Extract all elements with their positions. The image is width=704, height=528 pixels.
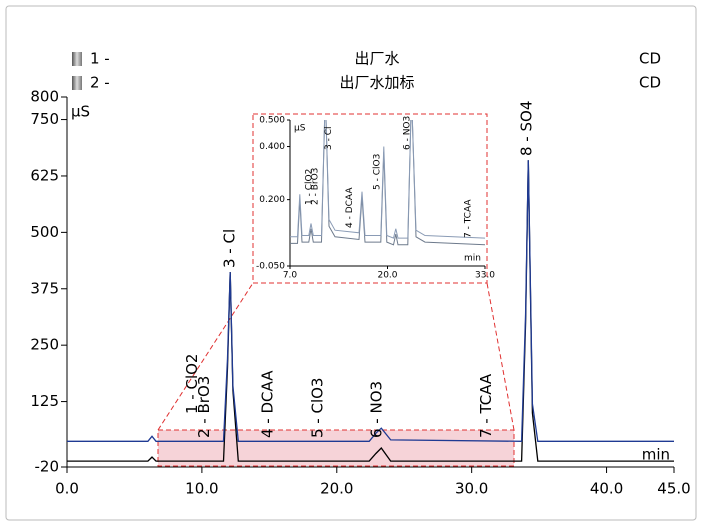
y-tick-label: 0.500	[259, 116, 285, 126]
legend-detector: CD	[639, 74, 661, 92]
y-tick-label: 250	[30, 336, 59, 354]
x-tick-label: 20.0	[377, 271, 397, 281]
peak-label: 5 - ClO3	[308, 378, 326, 438]
x-tick-label: 10.0	[185, 480, 218, 498]
legend-index: 2 -	[90, 74, 110, 92]
peak-label: 4 - DCAA	[345, 187, 355, 228]
x-axis-label: min	[464, 254, 481, 264]
legend-icon	[72, 52, 82, 66]
y-tick-label: -20	[35, 458, 60, 476]
y-tick-label: 625	[30, 166, 59, 184]
x-axis-label: min	[642, 446, 670, 464]
legend-icon	[72, 76, 82, 90]
peak-label: 2 - BrO3	[195, 376, 213, 438]
plot-area	[290, 120, 485, 246]
series-line	[290, 120, 485, 239]
x-tick-label: 7.0	[283, 271, 298, 281]
y-tick-label: 750	[30, 110, 59, 128]
legend-name: 出厂水	[354, 50, 399, 68]
x-tick-label: 45.0	[657, 480, 690, 498]
peak-label: 7 - TCAA	[477, 373, 495, 438]
y-axis-label: µS	[294, 124, 306, 134]
y-tick-label: 375	[30, 279, 59, 297]
peak-label: 6 - NO3	[403, 116, 413, 150]
inset-frame	[252, 113, 488, 284]
peak-label: 8 - SO4	[517, 101, 535, 156]
peak-label: 1 - ClO2	[183, 354, 201, 414]
y-tick-label: -0.050	[256, 262, 285, 272]
peak-label: 3 - Cl	[324, 127, 334, 150]
peak-label: 5 - ClO3	[373, 154, 383, 190]
peak-label: 7 - TCAA	[463, 199, 473, 238]
x-tick-label: 0.0	[55, 480, 79, 498]
legend-index: 1 -	[90, 50, 110, 68]
zoom-region	[157, 429, 515, 467]
y-tick-label: 500	[30, 223, 59, 241]
y-tick-label: 0.200	[259, 195, 285, 205]
zoom-connector	[486, 282, 515, 431]
y-tick-label: 125	[30, 392, 59, 410]
peak-label: 6 - NO3	[368, 381, 386, 438]
x-tick-label: 33.0	[475, 271, 495, 281]
legend-name: 出厂水加标	[339, 74, 414, 92]
peak-label: 1 - ClO2	[304, 169, 314, 205]
legend-detector: CD	[639, 50, 661, 68]
peak-label: 3 - Cl	[221, 229, 239, 268]
y-axis-label: µS	[71, 103, 90, 121]
peak-label: 4 - DCAA	[258, 370, 276, 438]
x-tick-label: 40.0	[590, 480, 623, 498]
frame	[5, 5, 697, 521]
peak-label: 2 - BrO3	[310, 168, 320, 205]
series-line	[67, 160, 674, 442]
x-tick-label: 30.0	[455, 480, 488, 498]
y-tick-label: 800	[30, 88, 59, 106]
plot-area	[67, 160, 674, 462]
zoom-connector	[157, 282, 254, 431]
x-tick-label: 20.0	[320, 480, 353, 498]
y-tick-label: 0.400	[259, 142, 285, 152]
